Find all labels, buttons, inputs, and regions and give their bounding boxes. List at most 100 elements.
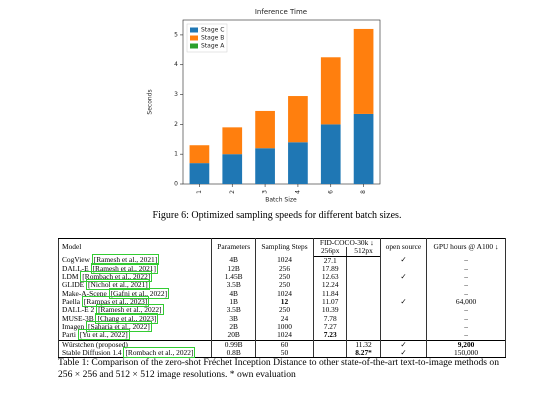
table-cell: ✓ bbox=[379, 256, 428, 265]
chart-title: Inference Time bbox=[255, 8, 307, 16]
gpu-value: – bbox=[464, 288, 468, 298]
gpu-value: 150,000 bbox=[454, 347, 479, 357]
citation: [Ramesh et al., 2021] bbox=[90, 262, 158, 274]
table-cell bbox=[346, 273, 381, 282]
bar-segment bbox=[320, 57, 341, 125]
legend-swatch bbox=[190, 27, 198, 33]
table-cell: – bbox=[426, 256, 506, 265]
model-name: Imagen bbox=[62, 321, 85, 331]
x-tick-label: 6 bbox=[327, 190, 334, 194]
table-cell bbox=[379, 314, 428, 323]
table-cell bbox=[346, 281, 381, 290]
table-cell: – bbox=[426, 314, 506, 323]
params-value: 1.45B bbox=[224, 272, 243, 282]
table-cell bbox=[379, 322, 428, 332]
model-cell: LDM [Rombach et al., 2022] bbox=[57, 271, 213, 283]
steps-value: 250 bbox=[278, 305, 291, 315]
fid256-value: 10.39 bbox=[321, 305, 339, 315]
bar-segment bbox=[255, 148, 275, 184]
steps-value: 12 bbox=[280, 297, 289, 307]
x-axis-label: Batch Size bbox=[265, 197, 297, 204]
bar-segment bbox=[189, 145, 210, 164]
table-cell bbox=[379, 281, 428, 290]
bar-segment bbox=[288, 96, 308, 143]
chart: Inference Time Batch Size Seconds 0 1 2 3 4 5… bbox=[147, 8, 381, 204]
table-row: Würstchen (proposed) 0.99B 60 11.32 ✓ 9,200 bbox=[57, 339, 506, 349]
params-value: 1B bbox=[229, 297, 238, 307]
legend-swatch bbox=[190, 43, 198, 49]
gpu-value: – bbox=[464, 305, 468, 315]
header-cell: Sampling Steps bbox=[254, 238, 315, 257]
steps-value: 250 bbox=[278, 280, 291, 290]
table-cell: 150,000 bbox=[426, 347, 506, 359]
bar-segment bbox=[320, 124, 341, 184]
open-value: ✓ bbox=[400, 347, 407, 357]
bar-segment bbox=[288, 142, 308, 184]
model-name: CogView bbox=[62, 255, 90, 265]
table-cell bbox=[346, 264, 381, 274]
table-cell: – bbox=[426, 305, 506, 315]
params-value: 4B bbox=[229, 288, 238, 298]
model-cell: DALL-E [Ramesh et al., 2021] bbox=[57, 262, 213, 274]
y-tick-label: 5 bbox=[174, 31, 178, 38]
model-name: Parti bbox=[62, 330, 76, 340]
table-cell bbox=[379, 264, 428, 274]
table-cell: – bbox=[426, 263, 506, 274]
table: Model Parameters Sampling Steps FID-COCO… bbox=[57, 238, 506, 359]
legend-swatch bbox=[190, 35, 198, 41]
steps-value: 1024 bbox=[277, 288, 292, 298]
table-row: LDM [Rombach et al., 2022] 1.45B 250 12.63 ✓… bbox=[57, 271, 506, 283]
table-cell: 9,200 bbox=[426, 339, 506, 349]
gpu-value: – bbox=[464, 263, 468, 273]
steps-value: 256 bbox=[278, 263, 291, 273]
model-name: Make-A-Scene bbox=[62, 288, 107, 298]
table-cell: ✓ bbox=[379, 273, 428, 282]
table-row: Parti [Yu et al., 2022] 20B 1024 7.23 – bbox=[57, 329, 506, 341]
citation: [Rombach et al., 2022] bbox=[80, 271, 153, 283]
table-cell bbox=[346, 314, 381, 323]
citation: [Gafni et al., 2022] bbox=[108, 287, 170, 299]
citation: [Ramesh et al., 2021] bbox=[91, 254, 160, 266]
table-cell: ✓ bbox=[379, 339, 428, 349]
fid256-value: 27.1 bbox=[323, 255, 337, 265]
x-tick-label: 4 bbox=[294, 190, 301, 194]
params-value: 4B bbox=[229, 255, 238, 265]
figure-caption: Figure 6: Optimized sampling speeds for … bbox=[152, 210, 402, 221]
citation: [Nichol et al., 2021] bbox=[86, 279, 150, 291]
bar-segment bbox=[255, 110, 275, 149]
params-value: 20B bbox=[227, 330, 240, 340]
citation: [Saharia et al., 2022] bbox=[86, 320, 152, 332]
x-tick-label: 3 bbox=[262, 190, 269, 194]
params-value: 3B bbox=[229, 313, 238, 323]
model-cell: Würstchen (proposed) bbox=[57, 339, 213, 349]
table-cell bbox=[346, 298, 381, 307]
plot-frame bbox=[182, 19, 381, 185]
header-cell: GPU hours @ A100 ↓ bbox=[426, 238, 506, 257]
table-cell bbox=[346, 289, 381, 299]
fid256-value: 12.24 bbox=[321, 280, 339, 290]
x-tick-label: 8 bbox=[360, 190, 367, 194]
params-value: 3.5B bbox=[226, 280, 241, 290]
table-row: Imagen [Saharia et al., 2022] 2B 1000 7.27 – bbox=[57, 320, 506, 332]
steps-value: 1000 bbox=[277, 321, 292, 331]
y-tick-label: 3 bbox=[174, 91, 178, 98]
model-cell: Make-A-Scene [Gafni et al., 2022] bbox=[57, 287, 213, 299]
model-cell: Stable Diffusion 1.4 [Rombach et al., 20… bbox=[57, 346, 213, 359]
model-name: LDM bbox=[62, 272, 79, 282]
citation: [Chang et al., 2023] bbox=[95, 312, 159, 324]
legend-label: Stage C bbox=[201, 27, 224, 34]
table-cell: 7.23 bbox=[313, 331, 348, 341]
model-cell: DALL-E 2 [Ramesh et al., 2022] bbox=[57, 304, 213, 316]
bar-segment bbox=[222, 127, 243, 155]
params-value: 0.99B bbox=[224, 339, 243, 349]
model-cell: MUSE-3B [Chang et al., 2023] bbox=[57, 312, 213, 324]
gpu-value: 64,000 bbox=[455, 297, 477, 307]
bar-segment bbox=[222, 154, 243, 184]
bar-segment bbox=[353, 28, 374, 114]
model-name: Paella bbox=[62, 297, 81, 307]
fid512-value: 11.32 bbox=[355, 339, 372, 349]
table-cell bbox=[379, 306, 428, 315]
header-cell: Model bbox=[57, 238, 213, 257]
table-row: MUSE-3B [Chang et al., 2023] 3B 24 7.78 – bbox=[57, 312, 506, 324]
table-cell: – bbox=[426, 288, 506, 299]
